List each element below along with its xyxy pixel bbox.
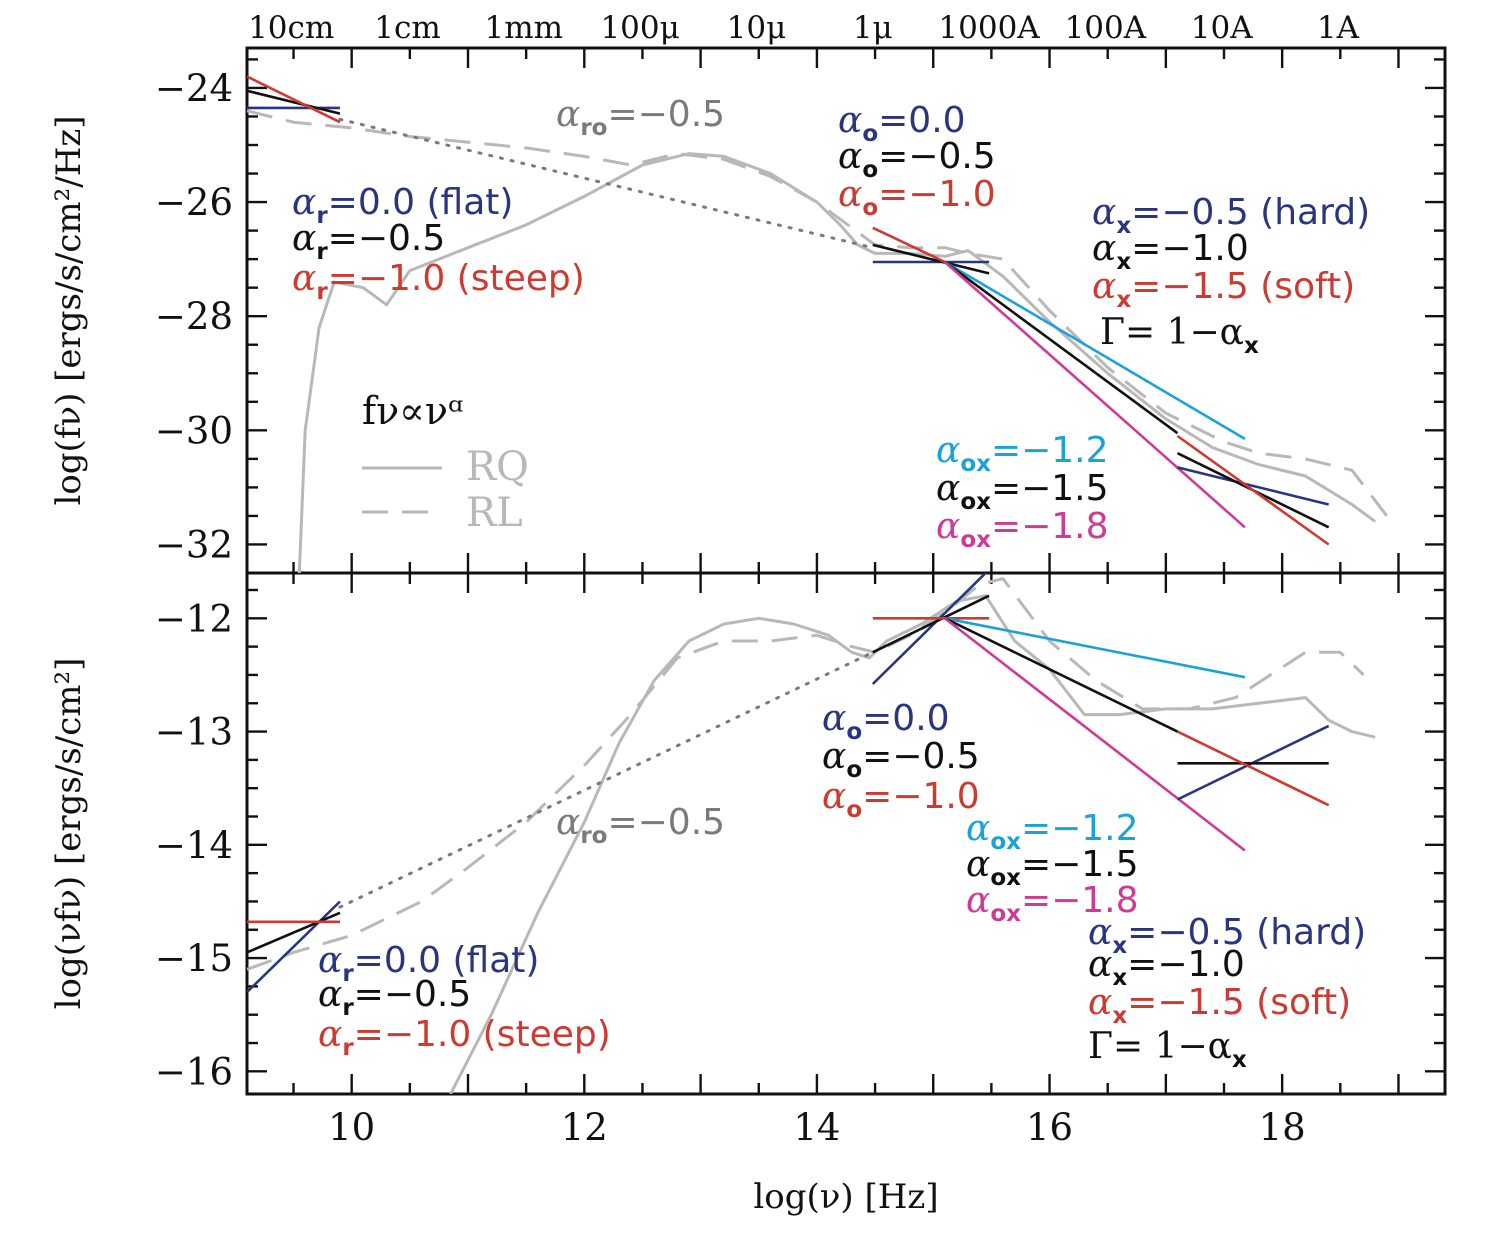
series-line (944, 260, 1246, 441)
y-tick-label: −16 (155, 1050, 233, 1093)
series-line (338, 650, 875, 909)
series-line (871, 573, 988, 685)
alpha-x-mid-label: αx=−1.0 (1088, 944, 1245, 991)
bottom-y-axis-title: log(νfν) [ergs/s/cm²] (49, 658, 89, 1010)
x-axis-title: log(ν) [Hz] (753, 1177, 938, 1217)
alpha-ro-label: αro=−0.5 (556, 802, 725, 849)
series-line (1176, 434, 1330, 546)
alpha-o-steep-label: αo=−1.0 (838, 174, 996, 221)
wavelength-tick-label: 1000A (938, 10, 1040, 46)
series-line (944, 261, 1246, 529)
alpha-ox-mid-label: αox=−1.5 (936, 468, 1109, 515)
alpha-o-flat-label: αo=0.0 (822, 698, 950, 745)
y-tick-label: −28 (155, 295, 233, 338)
alpha-x-soft-label: αx=−1.5 (soft) (1088, 982, 1351, 1029)
y-tick-label: −15 (155, 937, 233, 980)
bottom-series-group (247, 573, 1376, 1094)
series-line (1176, 730, 1330, 807)
alpha-o-flat-label: αo=0.0 (838, 100, 966, 147)
series-line (872, 243, 990, 275)
y-tick-label: −14 (155, 824, 233, 867)
alpha-r-mid-label: αr=−0.5 (318, 974, 471, 1021)
series-line (247, 577, 1365, 971)
legend-label-rq: RQ (466, 444, 529, 490)
alpha-ox-soft-label: αox=−1.8 (936, 506, 1109, 553)
x-tick-label: 16 (1026, 1106, 1073, 1149)
y-tick-label: −32 (155, 523, 233, 566)
series-line (338, 117, 875, 250)
wavelength-tick-label: 1mm (485, 10, 564, 46)
wavelength-tick-label: 10A (1191, 10, 1253, 46)
top-annotations: αro=−0.5 αr=0.0 (flat)αr=−0.5αr=−1.0 (ste… (292, 94, 1370, 553)
x-tick-label: 18 (1259, 1106, 1306, 1149)
y-tick-label: −13 (155, 711, 233, 754)
series-line (247, 89, 341, 115)
bottom-plot-frame (245, 571, 1447, 1096)
top-series-group (247, 75, 1388, 573)
wavelength-tick-label: 100μ (600, 10, 679, 46)
top-panel-axes: −24 −26 −28 −30 −32 log(fν) [ergs/s/cm²/Hz] 10… (49, 10, 1447, 575)
y-tick-label: −12 (155, 597, 233, 640)
series-line (247, 900, 341, 994)
y-tick-label: −26 (155, 181, 233, 224)
alpha-r-steep-label: αr=−1.0 (steep) (318, 1014, 611, 1061)
wavelength-tick-label: 10μ (727, 10, 787, 46)
wavelength-tick-label: 1cm (374, 10, 440, 46)
x-tick-label: 12 (561, 1106, 608, 1149)
wavelength-tick-label: 1μ (853, 10, 893, 46)
series-line (449, 594, 1376, 1094)
series-line (247, 75, 341, 124)
alpha-r-flat-label: αr=0.0 (flat) (318, 940, 539, 987)
series-line (944, 260, 1179, 435)
series-line (247, 109, 1388, 517)
gamma-label: Γ= 1−αx (1100, 312, 1259, 359)
alpha-x-mid-label: αx=−1.0 (1092, 228, 1249, 275)
alpha-ox-soft-label: αox=−1.8 (966, 880, 1139, 927)
gamma-label: Γ= 1−αx (1088, 1026, 1247, 1073)
y-tick-label: −24 (155, 67, 233, 110)
wavelength-tick-label: 10cm (248, 10, 334, 46)
top-y-axis-title: log(fν) [ergs/s/cm²/Hz] (49, 115, 89, 505)
alpha-ox-mid-label: αox=−1.5 (966, 844, 1139, 891)
bottom-annotations: αro=−0.5 αr=0.0 (flat)αr=−0.5αr=−1.0 (ste… (318, 698, 1366, 1073)
axes-layer: −24 −26 −28 −30 −32 log(fν) [ergs/s/cm²/Hz] 10… (49, 10, 1447, 1217)
legend-label-rl: RL (466, 490, 523, 536)
series-line (247, 911, 341, 954)
series-line (1177, 466, 1330, 506)
series-line (297, 152, 1377, 573)
legend-heading: fν∝νᵅ (362, 389, 463, 433)
x-tick-label: 10 (328, 1106, 375, 1149)
wavelength-tick-label: 1A (1317, 10, 1360, 46)
alpha-r-flat-label: αr=0.0 (flat) (292, 182, 513, 229)
bottom-panel-axes: −12 −13 −14 −15 −16 10 12 14 16 18 log(νfν) [ergs/… (49, 571, 1447, 1217)
alpha-x-soft-label: αx=−1.5 (soft) (1092, 266, 1355, 313)
series-line (944, 617, 1246, 679)
y-tick-label: −30 (155, 409, 233, 452)
alpha-x-hard-label: αx=−0.5 (hard) (1088, 912, 1366, 959)
alpha-x-hard-label: αx=−0.5 (hard) (1092, 192, 1370, 239)
x-tick-label: 14 (793, 1106, 840, 1149)
alpha-r-mid-label: αr=−0.5 (292, 218, 445, 265)
alpha-r-steep-label: αr=−1.0 (steep) (292, 258, 585, 305)
wavelength-tick-label: 100A (1065, 10, 1147, 46)
data-layer (247, 75, 1388, 1094)
series-line (944, 617, 1179, 733)
alpha-ox-hard-label: αox=−1.2 (936, 430, 1109, 477)
alpha-ox-hard-label: αox=−1.2 (966, 808, 1139, 855)
annotation-layer: αro=−0.5αr=0.0 (flat)αr=−0.5αr=−1.0 (ste… (292, 94, 1370, 1073)
alpha-o-mid-label: αo=−0.5 (822, 736, 980, 783)
series-line (944, 617, 1246, 852)
series-line (872, 226, 946, 264)
alpha-ro-label: αro=−0.5 (556, 94, 725, 141)
alpha-o-steep-label: αo=−1.0 (822, 776, 980, 823)
alpha-o-mid-label: αo=−0.5 (838, 136, 996, 183)
series-line (872, 594, 990, 654)
